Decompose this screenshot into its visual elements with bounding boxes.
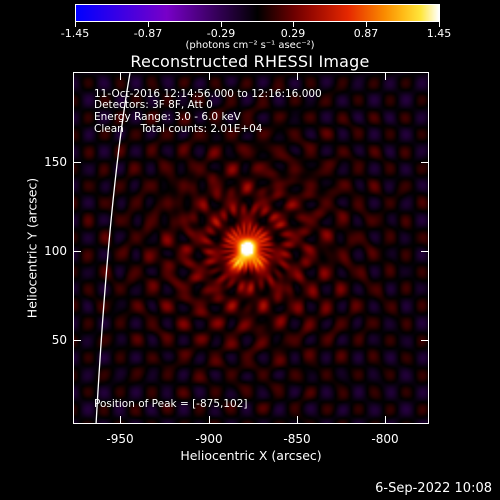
x-axis-tick: [120, 416, 121, 424]
colorbar-tick: [439, 22, 440, 27]
algorithm-text: Clean Total counts: 2.01E+04: [94, 123, 263, 135]
datestamp: 6-Sep-2022 10:08: [375, 481, 492, 496]
y-axis-tick: [73, 340, 81, 341]
colorbar: [75, 4, 440, 22]
energy-range-text: Energy Range: 3.0 - 6.0 keV: [94, 111, 241, 123]
colorbar-tick: [366, 22, 367, 27]
x-tick-label: -800: [371, 432, 399, 446]
x-axis-tick: [209, 72, 210, 80]
x-axis-tick: [120, 72, 121, 80]
colorbar-tick: [221, 22, 222, 27]
detectors-text: Detectors: 3F 8F, Att 0: [94, 99, 213, 111]
colorbar-tick-label: -1.45: [60, 27, 90, 40]
x-axis-tick: [297, 72, 298, 80]
xray-image: [74, 73, 428, 423]
colorbar-tick-label: 1.45: [426, 27, 452, 40]
y-axis-label: Heliocentric Y (arcsec): [24, 177, 40, 319]
solar-limb: [95, 73, 131, 423]
peak-position-text: Position of Peak = [-875,102]: [94, 398, 248, 410]
colorbar-tick-label: -0.29: [206, 27, 236, 40]
colorbar-tick: [293, 22, 294, 27]
colorbar-units: (photons cm⁻² s⁻¹ asec⁻²): [185, 40, 315, 51]
image-plot: [73, 72, 429, 424]
colorbar-tick-label: 0.29: [280, 27, 306, 40]
y-axis-tick: [421, 340, 429, 341]
y-axis-tick: [421, 162, 429, 163]
y-axis-tick: [421, 251, 429, 252]
colorbar-tick: [75, 22, 76, 27]
y-tick-label: 50: [51, 333, 67, 347]
y-tick-label: 150: [44, 155, 67, 169]
x-tick-label: -900: [195, 432, 223, 446]
y-axis-tick: [73, 162, 81, 163]
time-range-text: 11-Oct-2016 12:14:56.000 to 12:16:16.000: [94, 88, 322, 100]
x-axis-tick: [209, 416, 210, 424]
x-axis-tick: [385, 72, 386, 80]
y-tick-label: 100: [44, 244, 67, 258]
y-axis-tick: [73, 251, 81, 252]
x-axis-label: Heliocentric X (arcsec): [180, 448, 322, 463]
plot-title: Reconstructed RHESSI Image: [130, 52, 370, 71]
colorbar-tick-label: 0.87: [353, 27, 379, 40]
colorbar-ticks: [75, 22, 440, 28]
x-axis-tick: [385, 416, 386, 424]
x-tick-label: -950: [106, 432, 134, 446]
x-axis-tick: [297, 416, 298, 424]
colorbar-tick: [148, 22, 149, 27]
colorbar-tick-label: -0.87: [133, 27, 163, 40]
x-tick-label: -850: [283, 432, 311, 446]
